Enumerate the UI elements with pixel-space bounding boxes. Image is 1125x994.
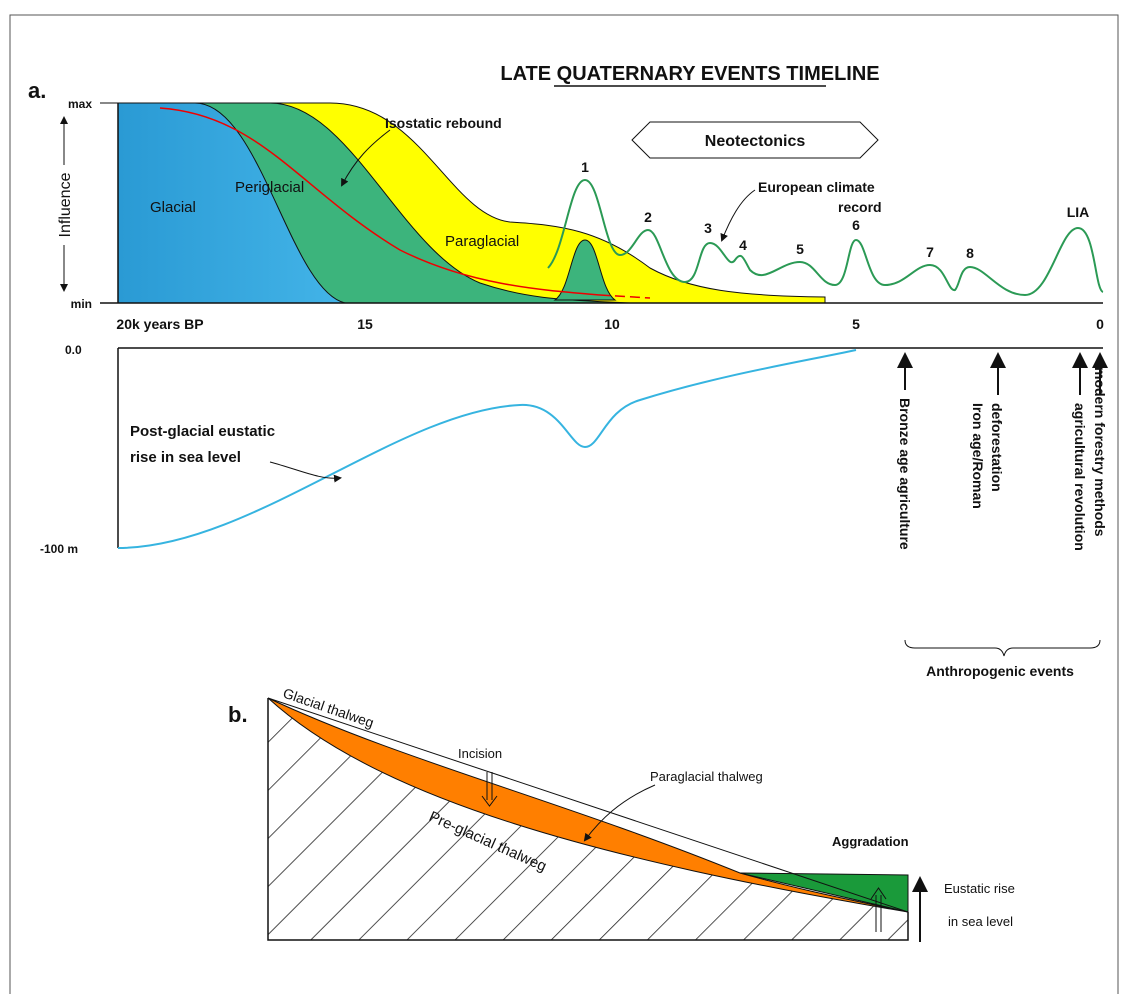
anthropogenic: Bronze age agriculture Iron age/Roman de… bbox=[897, 356, 1108, 679]
sea-label: Post-glacial eustatic rise in sea level bbox=[130, 423, 275, 466]
peak: LIA bbox=[1067, 204, 1090, 220]
peak: 2 bbox=[644, 209, 652, 225]
peak: 7 bbox=[926, 244, 934, 260]
time-label: 20k years BP bbox=[116, 316, 203, 332]
pointer bbox=[722, 190, 755, 240]
panel-label: b. bbox=[228, 702, 248, 727]
time-label: 10 bbox=[604, 316, 620, 332]
sea-bottom: -100 m bbox=[40, 542, 78, 556]
aggradation-label: Aggradation bbox=[832, 834, 909, 849]
text-line: in sea level bbox=[948, 914, 1013, 929]
panel-label: a. bbox=[28, 78, 46, 103]
y-label: Influence bbox=[57, 172, 74, 237]
text-line: European climate bbox=[758, 179, 875, 195]
time-label: 5 bbox=[852, 316, 860, 332]
event-label: modern forestry methods bbox=[1092, 367, 1108, 537]
text-line: rise in sea level bbox=[130, 449, 241, 466]
peak: 3 bbox=[704, 220, 712, 236]
event-label: agricultural revolution bbox=[1072, 403, 1088, 551]
incision-label: Incision bbox=[458, 746, 502, 761]
isostatic-label: Isostatic rebound bbox=[385, 115, 502, 131]
event-label: deforestation bbox=[989, 403, 1005, 492]
zone-label: Paraglacial bbox=[445, 233, 519, 250]
figure: a. LATE QUATERNARY EVENTS TIMELINE max m… bbox=[0, 0, 1125, 994]
y-max: max bbox=[68, 97, 92, 111]
text-line: Eustatic rise bbox=[944, 881, 1015, 896]
paraglacial-label: Paraglacial thalweg bbox=[650, 769, 763, 784]
event-label: Bronze age agriculture bbox=[897, 398, 913, 550]
event-label: Iron age/Roman bbox=[970, 403, 986, 509]
zone-label: Periglacial bbox=[235, 179, 304, 196]
anthropogenic-label: Anthropogenic events bbox=[926, 663, 1074, 679]
y-min: min bbox=[71, 297, 92, 311]
title: LATE QUATERNARY EVENTS TIMELINE bbox=[500, 63, 879, 85]
zone-label: Glacial bbox=[150, 199, 196, 216]
peak: 6 bbox=[852, 217, 860, 233]
time-label: 15 bbox=[357, 316, 373, 332]
time-labels: 20k years BP 15 10 5 0 bbox=[116, 316, 1104, 332]
time-label: 0 bbox=[1096, 316, 1104, 332]
peak-labels: 1 2 3 4 5 6 7 8 LIA bbox=[581, 159, 1089, 261]
peak: 4 bbox=[739, 237, 747, 253]
eustatic-label: Eustatic rise in sea level bbox=[944, 881, 1015, 929]
climate-label: European climate record bbox=[758, 179, 882, 215]
brace bbox=[905, 640, 1100, 656]
text-line: record bbox=[838, 199, 882, 215]
sea-top: 0.0 bbox=[65, 343, 82, 357]
peak: 1 bbox=[581, 159, 589, 175]
peak: 8 bbox=[966, 245, 974, 261]
peak: 5 bbox=[796, 241, 804, 257]
neotectonics-label: Neotectonics bbox=[705, 133, 806, 150]
text-line: Post-glacial eustatic bbox=[130, 423, 275, 440]
